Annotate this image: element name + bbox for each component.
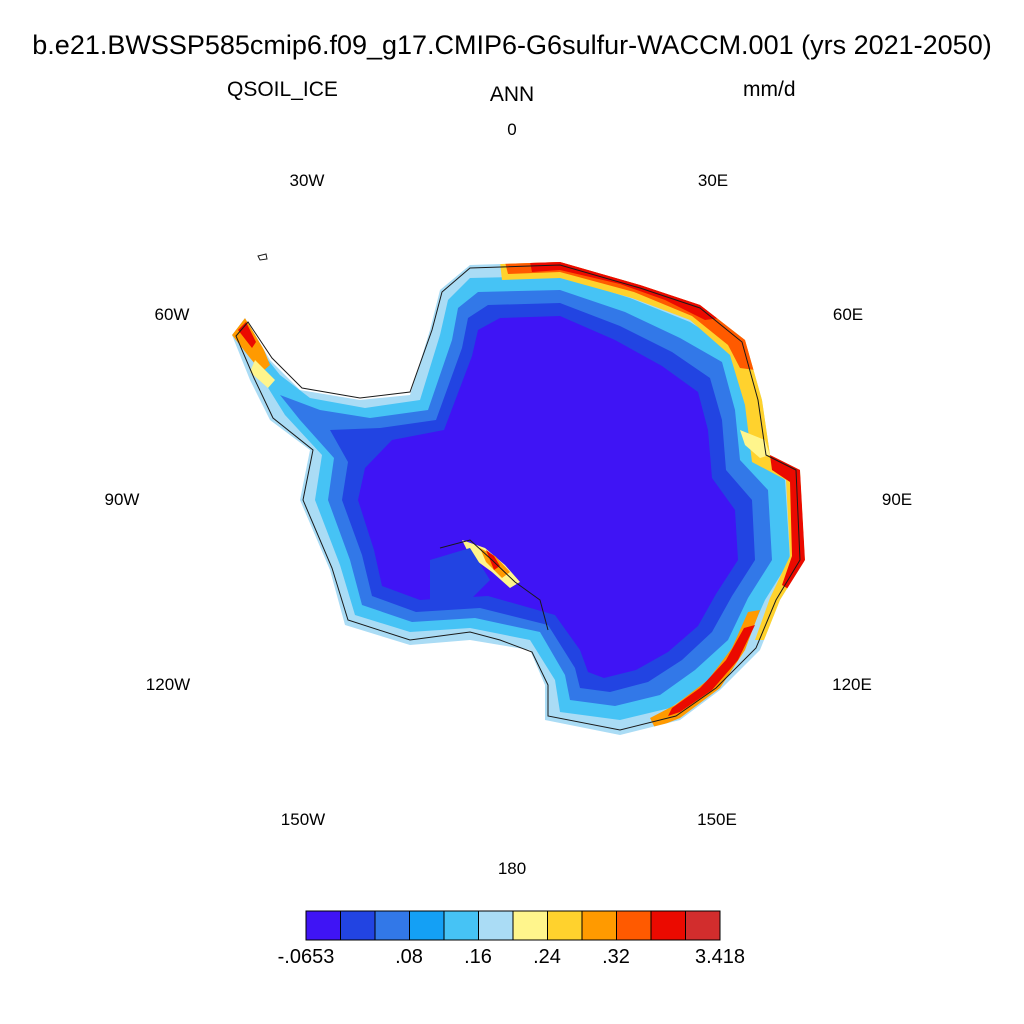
- plot-title: b.e21.BWSSP585cmip6.f09_g17.CMIP6-G6sulf…: [32, 30, 992, 60]
- colorbar-box-9: [616, 910, 652, 941]
- field-ross-red: [486, 550, 500, 570]
- season-label: ANN: [489, 83, 535, 106]
- colorbar-box-8: [581, 910, 617, 941]
- colorbar-box-6: [512, 910, 548, 941]
- variable-label: QSOIL_ICE: [227, 78, 338, 101]
- colorbar-label-32: .32: [602, 946, 630, 968]
- coastline: [235, 264, 801, 731]
- colorbar-label-24: .24: [533, 946, 561, 968]
- colorbar-label-min: -.0653: [277, 946, 335, 968]
- field-coast-red-east: [770, 455, 805, 590]
- colorbar-box-5: [478, 910, 514, 941]
- colorbar-label-16: .16: [464, 946, 492, 968]
- field-coast-orange-band: [500, 262, 805, 640]
- colorbar-box-1: [340, 910, 376, 941]
- ross-shelf-outline: [439, 539, 549, 631]
- colorbar-box-10: [650, 910, 686, 941]
- lon-label-30e: 30E: [697, 171, 729, 190]
- lon-label-150e: 150E: [697, 810, 737, 829]
- field-coast-deepred-north: [530, 262, 720, 320]
- lon-label-60w: 60W: [154, 305, 190, 324]
- colorbar-box-4: [443, 910, 479, 941]
- colorbar-box-11: [685, 910, 721, 941]
- lon-label-0: 0: [507, 120, 517, 139]
- lon-label-150w: 150W: [280, 810, 326, 829]
- colorbar-box-3: [409, 910, 445, 941]
- lon-label-90w: 90W: [104, 490, 140, 509]
- data-field: [232, 262, 805, 735]
- field-ross-shelf: [430, 548, 490, 600]
- lon-label-60e: 60E: [832, 305, 864, 324]
- colorbar-box-0: [305, 910, 341, 941]
- colorbar-label-08: .08: [395, 946, 423, 968]
- lon-label-120e: 120E: [832, 675, 872, 694]
- island-outline: [257, 253, 268, 261]
- lon-label-180: 180: [497, 859, 527, 878]
- field-coast-red-120e: [668, 625, 755, 716]
- colorbar-box-2: [374, 910, 410, 941]
- units-label: mm/d: [743, 78, 796, 101]
- lon-label-90e: 90E: [881, 490, 913, 509]
- colorbar-label-max: 3.418: [694, 946, 746, 968]
- lon-label-120w: 120W: [145, 675, 191, 694]
- colorbar-box-7: [547, 910, 583, 941]
- field-coast-orange-120e: [650, 610, 760, 728]
- lon-label-30w: 30W: [289, 171, 325, 190]
- field-peninsula-yellow: [250, 360, 275, 388]
- field-coast-yellow-east: [740, 430, 770, 458]
- colorbar: [305, 910, 721, 941]
